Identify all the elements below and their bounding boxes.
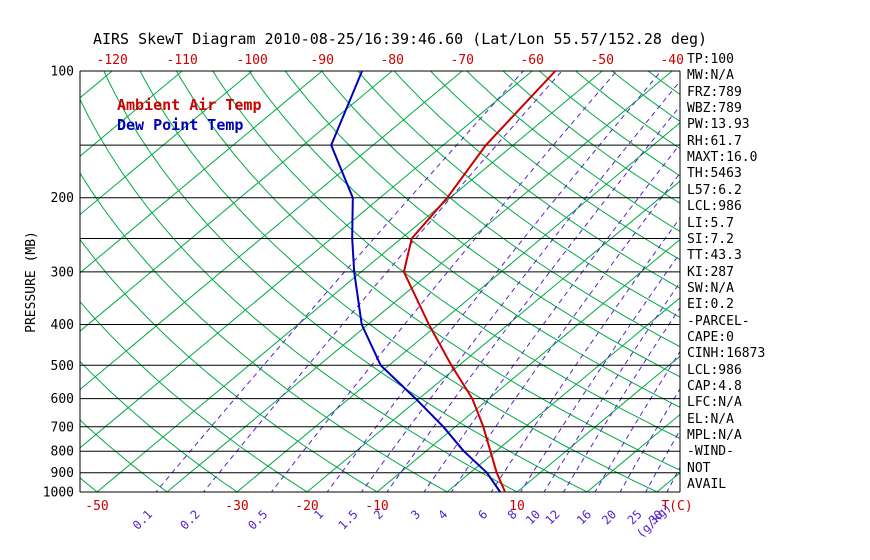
top-temp-tick: -60 [520,53,543,68]
temperature-curve [402,70,557,493]
stat-row: MAXT:16.0 [687,150,758,166]
stat-row: KI:287 [687,264,734,280]
temp-unit-label: T(C) [661,499,692,514]
stat-row: TP:100 [687,52,734,67]
stat-row: NOT [687,460,711,476]
pressure-tick: 600 [51,392,74,407]
stat-row: EI:0.2 [687,297,734,313]
bottom-temp-tick: -10 [365,499,388,514]
dewpoint-curve [330,70,502,493]
mixing-ratio-tick: 0.2 [177,507,202,532]
mixing-ratio-tick: 6 [475,507,490,522]
stat-row: CINH:16873 [687,346,766,362]
stat-row: LCL:986 [687,362,742,378]
stat-row: LFC:N/A [687,395,742,411]
top-temp-tick: -70 [450,53,473,68]
pressure-tick: 800 [51,445,74,460]
pressure-tick: 200 [51,191,74,206]
stat-row: AVAIL [687,477,727,493]
chart-title: AIRS SkewT Diagram 2010-08-25/16:39:46.6… [92,30,708,48]
stat-row: TT:43.3 [687,248,742,264]
pressure-tick: 100 [51,65,74,80]
stat-row: FRZ:789 [687,84,742,100]
pressure-tick: 1000 [43,486,74,501]
pressure-axis-title: PRESSURE (MB) [24,231,39,333]
mixing-ratio-tick: 10 [523,507,543,527]
legend-dew-point-label: Dew Point Temp [117,116,244,134]
pressure-tick: 500 [51,359,74,374]
mixing-ratio-tick: 0.1 [130,507,155,532]
stat-row: WBZ:789 [687,101,742,117]
top-temp-tick: -40 [660,53,683,68]
mixing-ratio-tick: 4 [435,507,450,522]
top-temp-tick: -100 [237,53,268,68]
top-temp-tick: -110 [167,53,198,68]
pressure-tick: 400 [51,318,74,333]
stat-row: TH:5463 [687,166,742,182]
pressure-lines [79,70,681,493]
mixing-ratio-tick: 20 [599,507,619,527]
stat-row: MW:N/A [687,68,734,84]
stat-row: L57:6.2 [687,182,742,198]
stats-panel: TP:100 MW:N/A FRZ:789 WBZ:789 PW:13.93 RH:61.… [687,0,869,560]
stat-row: SI:7.2 [687,231,734,247]
bottom-temp-tick: -30 [225,499,248,514]
mixing-ratio-tick: 0.5 [245,507,270,532]
stat-row: PW:13.93 [687,117,750,133]
mixing-ratio-tick: 12 [543,507,563,527]
mixing-ratio-tick: 16 [574,507,594,527]
bottom-temp-tick: 10 [509,499,525,514]
stat-row: MPL:N/A [687,428,742,444]
top-temp-tick: -50 [590,53,613,68]
mixing-ratio-tick: 3 [408,507,423,522]
mixing-ratio-lines [155,71,680,492]
stat-row: CAPE:0 [687,329,734,345]
top-temp-tick: -90 [310,53,333,68]
stat-row: LI:5.7 [687,215,734,231]
stat-row: LCL:986 [687,199,742,215]
stat-row: EL:N/A [687,411,734,427]
stat-row: CAP:4.8 [687,379,742,394]
stat-row: -WIND- [687,444,734,460]
bottom-temp-tick: -20 [295,499,318,514]
stat-row: -PARCEL- [687,313,750,329]
legend-air-temp-label: Ambient Air Temp [117,96,262,114]
dry-adiabat-lines [80,71,680,492]
pressure-tick: 700 [51,420,74,435]
pressure-tick: 900 [51,466,74,481]
stat-row: SW:N/A [687,280,734,296]
stat-row: RH:61.7 [687,133,742,149]
pressure-tick: 300 [51,265,74,280]
bottom-temp-tick: -50 [85,499,108,514]
mixing-ratio-tick: 1.5 [335,507,360,532]
top-temp-tick: -120 [97,53,128,68]
top-temp-tick: -80 [380,53,403,68]
